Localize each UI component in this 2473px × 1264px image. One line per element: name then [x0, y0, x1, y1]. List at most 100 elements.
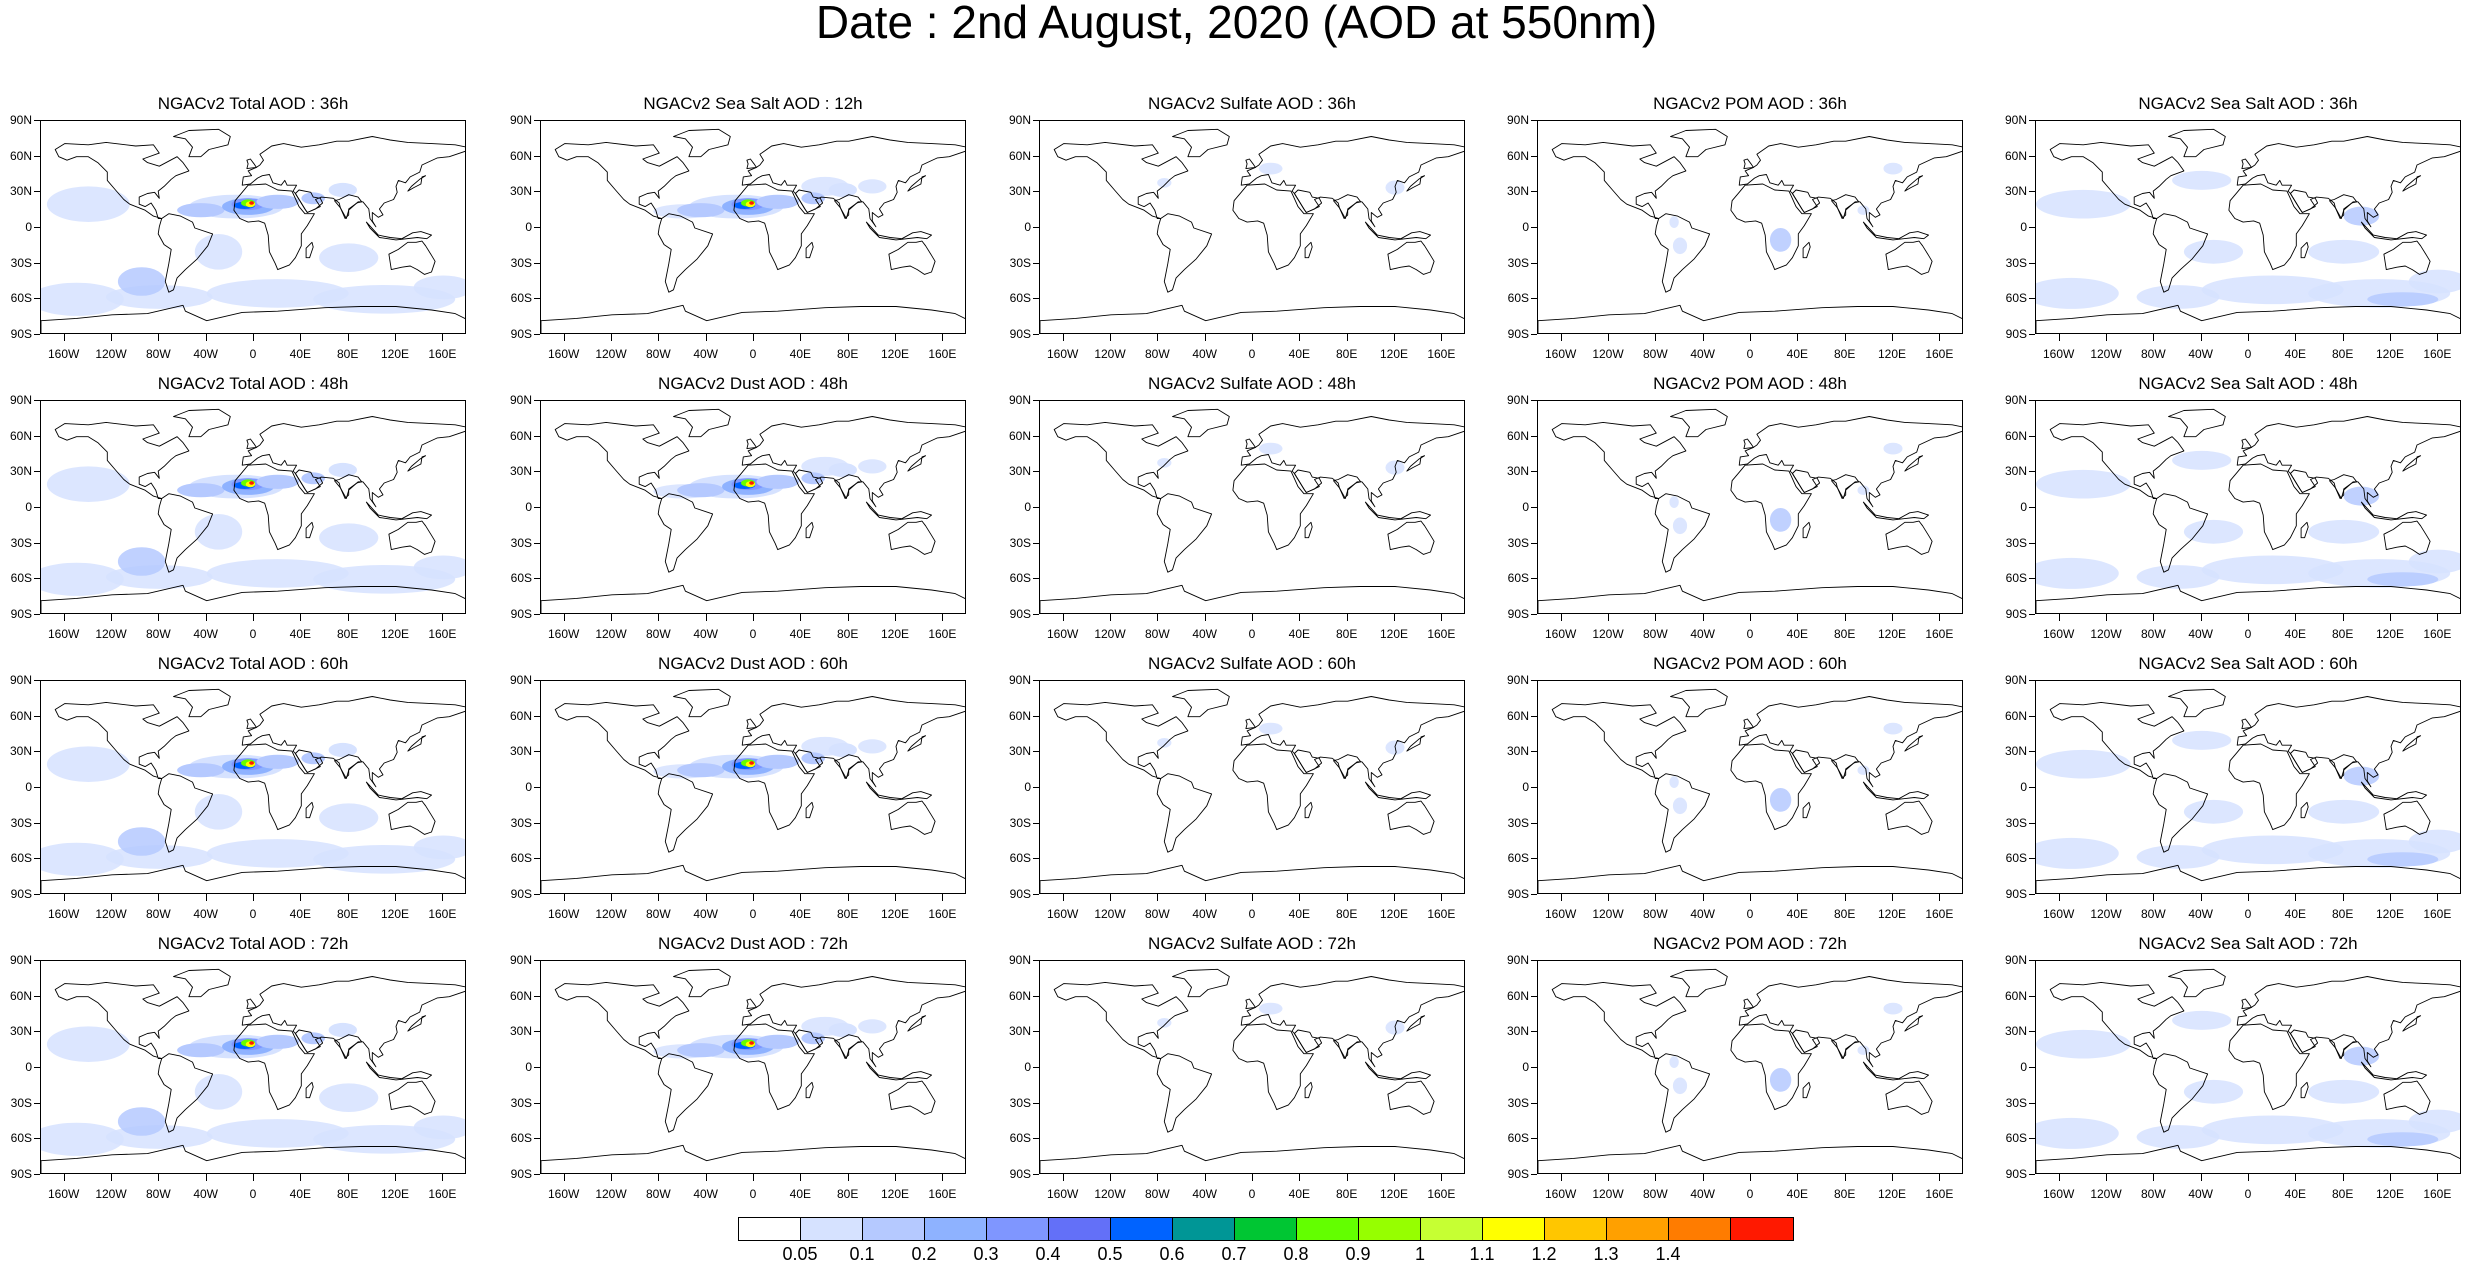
panel-title: NGACv2 Total AOD : 60h [157, 654, 349, 673]
coastline-arabia [794, 189, 824, 213]
aod-field [653, 176, 887, 219]
coastline-south-america [1156, 493, 1213, 573]
lon-label: 40E [289, 907, 311, 921]
lon-tick [1252, 894, 1253, 901]
coastline-indonesia [865, 221, 932, 241]
lat-label: 90S [2005, 607, 2027, 621]
coastline-greenland [1670, 128, 1728, 158]
lat-tick [1531, 227, 1537, 228]
coastline-australia [2383, 1080, 2431, 1115]
lon-label: 40E [1288, 1187, 1310, 1201]
lon-tick [1750, 1174, 1751, 1181]
aod-contour [2136, 285, 2220, 309]
lat-label: 90N [1506, 953, 1529, 967]
lon-label: 80W [145, 627, 171, 641]
lon-label: 160E [428, 907, 457, 921]
coastline-south-america [157, 493, 214, 573]
aod-contour [117, 267, 166, 296]
lon-tick [2437, 1174, 2439, 1181]
lon-label: 120E [1877, 627, 1907, 641]
lat-label: 90S [510, 1167, 532, 1181]
lon-label: 80W [1144, 1187, 1170, 1201]
map-panel-pom-48h [1537, 400, 1963, 614]
coastline-eurasia [241, 976, 465, 1068]
coastlines [1040, 128, 1464, 333]
colorbar-box [925, 1218, 987, 1240]
lon-tick [2342, 614, 2344, 621]
aod-contour [2172, 450, 2232, 470]
lon-label: 80E [336, 627, 359, 641]
lon-tick [895, 614, 896, 621]
coastline-eurasia [241, 416, 465, 508]
coastline-greenland [173, 408, 231, 438]
lat-tick [534, 894, 540, 895]
coastline-australia [888, 240, 936, 275]
colorbar-label: 1.4 [1655, 1244, 1681, 1264]
coastline-north-america [1551, 981, 1687, 1059]
coastline-australia [1387, 520, 1435, 555]
lat-tick [34, 614, 40, 615]
coastline-south-america [657, 493, 714, 573]
lat-label: 90N [9, 673, 32, 687]
coastline-greenland [1172, 128, 1230, 158]
dust-plume [177, 1043, 225, 1058]
coastline-arabia [1791, 749, 1821, 773]
coastline-uk [1743, 158, 1754, 170]
lon-label: 120E [880, 1187, 910, 1201]
colorbar-box [1731, 1218, 1793, 1240]
lat-tick [1531, 1102, 1537, 1104]
lon-label: 40E [1786, 1187, 1808, 1201]
dust-plume [256, 1034, 299, 1049]
lat-label: 60N [9, 428, 32, 443]
coastline-arabia [1293, 749, 1323, 773]
lat-tick [534, 120, 540, 121]
lat-tick [1033, 298, 1039, 300]
lat-label: 0 [25, 780, 32, 794]
lat-label: 60S [510, 851, 532, 866]
lat-label: 30S [1009, 255, 1031, 270]
colorbar-box [1297, 1218, 1359, 1240]
coastline-australia [2383, 520, 2431, 555]
lat-label: 90S [510, 607, 532, 621]
coastline-japan [1904, 455, 1924, 472]
map-panel-sulfate-36h [1039, 120, 1465, 334]
lat-tick [2029, 1031, 2035, 1033]
lat-label: 30S [1009, 1095, 1031, 1110]
lat-tick [1033, 995, 1039, 997]
coastline-south-america [157, 773, 214, 853]
coastline-africa [733, 743, 815, 831]
coastline-arabia [2289, 469, 2319, 493]
map-panel-total-72h [40, 960, 466, 1174]
lat-label: 90S [10, 887, 32, 901]
lat-label: 30N [2004, 184, 2027, 199]
lat-tick [2029, 334, 2035, 335]
lon-tick [1157, 614, 1159, 621]
lon-tick [63, 894, 65, 901]
aod-contour [1669, 776, 1679, 788]
coastline-south-america [657, 213, 714, 293]
lon-label: 80W [145, 907, 171, 921]
lat-tick [2029, 614, 2035, 615]
lon-label: 40E [789, 627, 811, 641]
lat-label: 90N [1008, 953, 1031, 967]
aod-contour [319, 523, 379, 552]
lon-tick [1299, 614, 1301, 621]
lon-tick [895, 894, 896, 901]
lon-label: 120W [1592, 347, 1624, 361]
lon-tick [658, 894, 660, 901]
lon-label: 80E [336, 907, 359, 921]
coastline-australia [388, 800, 436, 835]
lon-label: 120W [595, 907, 627, 921]
lon-tick [395, 334, 396, 341]
lon-tick [1560, 614, 1562, 621]
lon-label: 40W [1192, 907, 1217, 921]
lat-label: 90S [1507, 327, 1529, 341]
aod-contour [1157, 738, 1172, 748]
lat-tick [34, 507, 40, 508]
lat-label: 30S [1507, 1095, 1529, 1110]
lon-tick [158, 614, 160, 621]
lat-label: 30S [2005, 255, 2027, 270]
lon-label: 0 [1248, 627, 1256, 641]
lon-tick [1560, 894, 1562, 901]
aod-contour [2201, 555, 2344, 585]
